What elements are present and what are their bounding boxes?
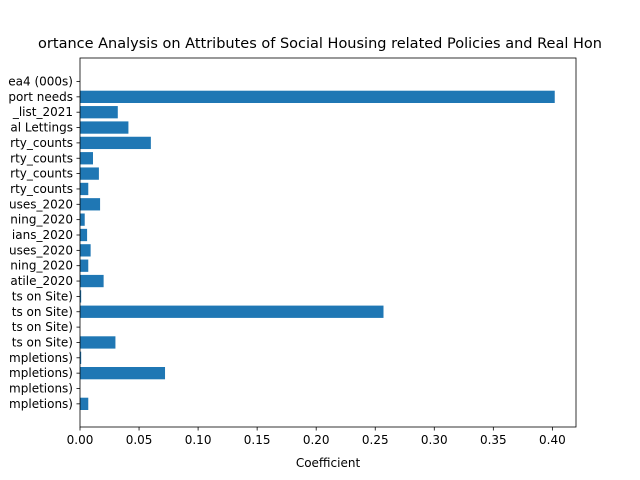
y-tick-label: ning_2020 — [10, 259, 73, 273]
x-tick-label: 0.05 — [126, 433, 153, 447]
x-tick-label: 0.15 — [244, 433, 271, 447]
x-tick-label: 0.40 — [539, 433, 566, 447]
bar — [80, 367, 166, 380]
x-tick-label: 0.10 — [185, 433, 212, 447]
bar — [80, 397, 89, 410]
x-axis-label: Coefficient — [296, 456, 361, 470]
bar — [80, 228, 88, 242]
bar — [80, 259, 89, 272]
bar — [80, 106, 118, 119]
bar — [80, 336, 116, 349]
y-tick-label: al Lettings — [10, 121, 73, 135]
y-tick-label: ts on Site) — [12, 335, 73, 349]
y-tick-label: uses_2020 — [9, 197, 73, 211]
bar — [80, 290, 82, 303]
y-tick-label: ts on Site) — [12, 289, 73, 303]
bar — [80, 182, 89, 196]
bar — [80, 136, 151, 150]
x-ticks: 0.00 0.05 0.10 0.15 0.20 0.25 0.30 0.35 0.40 — [67, 427, 566, 447]
x-tick-label: 0.30 — [421, 433, 448, 447]
y-tick-label: uses_2020 — [9, 243, 73, 257]
bar — [80, 351, 82, 364]
bar — [80, 244, 91, 257]
bars-group — [80, 90, 555, 410]
bar — [80, 274, 104, 288]
bar — [80, 213, 85, 226]
y-tick-label: rty_counts — [10, 182, 73, 196]
chart-title: ortance Analysis on Attributes of Social… — [38, 36, 602, 52]
y-tick-label: ning_2020 — [10, 213, 73, 227]
y-tick-label: ians_2020 — [12, 228, 73, 242]
bar — [80, 152, 93, 165]
x-tick-label: 0.00 — [67, 433, 94, 447]
bar — [80, 305, 384, 318]
x-tick-label: 0.35 — [480, 433, 507, 447]
plot-frame — [79, 57, 577, 428]
y-tick-label: ea4 (000s) — [8, 75, 73, 89]
y-tick-label: _list_2021 — [12, 105, 73, 119]
y-tick-label: mpletions) — [9, 397, 73, 411]
y-tick-label: rty_counts — [10, 167, 73, 181]
y-tick-label: port needs — [8, 90, 73, 104]
bar — [80, 198, 101, 211]
y-tick-label: ts on Site) — [12, 320, 73, 334]
y-tick-label: rty_counts — [10, 136, 73, 150]
bar — [80, 167, 99, 180]
x-tick-label: 0.25 — [362, 433, 389, 447]
y-tick-label: mpletions) — [9, 382, 73, 396]
bar — [80, 90, 555, 103]
plot-area — [80, 58, 576, 427]
y-tick-label: ts on Site) — [12, 305, 73, 319]
y-tick-label: mpletions) — [9, 366, 73, 380]
y-tick-label: atile_2020 — [10, 274, 73, 288]
y-tick-label: mpletions) — [9, 351, 73, 365]
x-tick-label: 0.20 — [303, 433, 330, 447]
y-tick-label: rty_counts — [10, 151, 73, 165]
bar — [80, 121, 129, 134]
